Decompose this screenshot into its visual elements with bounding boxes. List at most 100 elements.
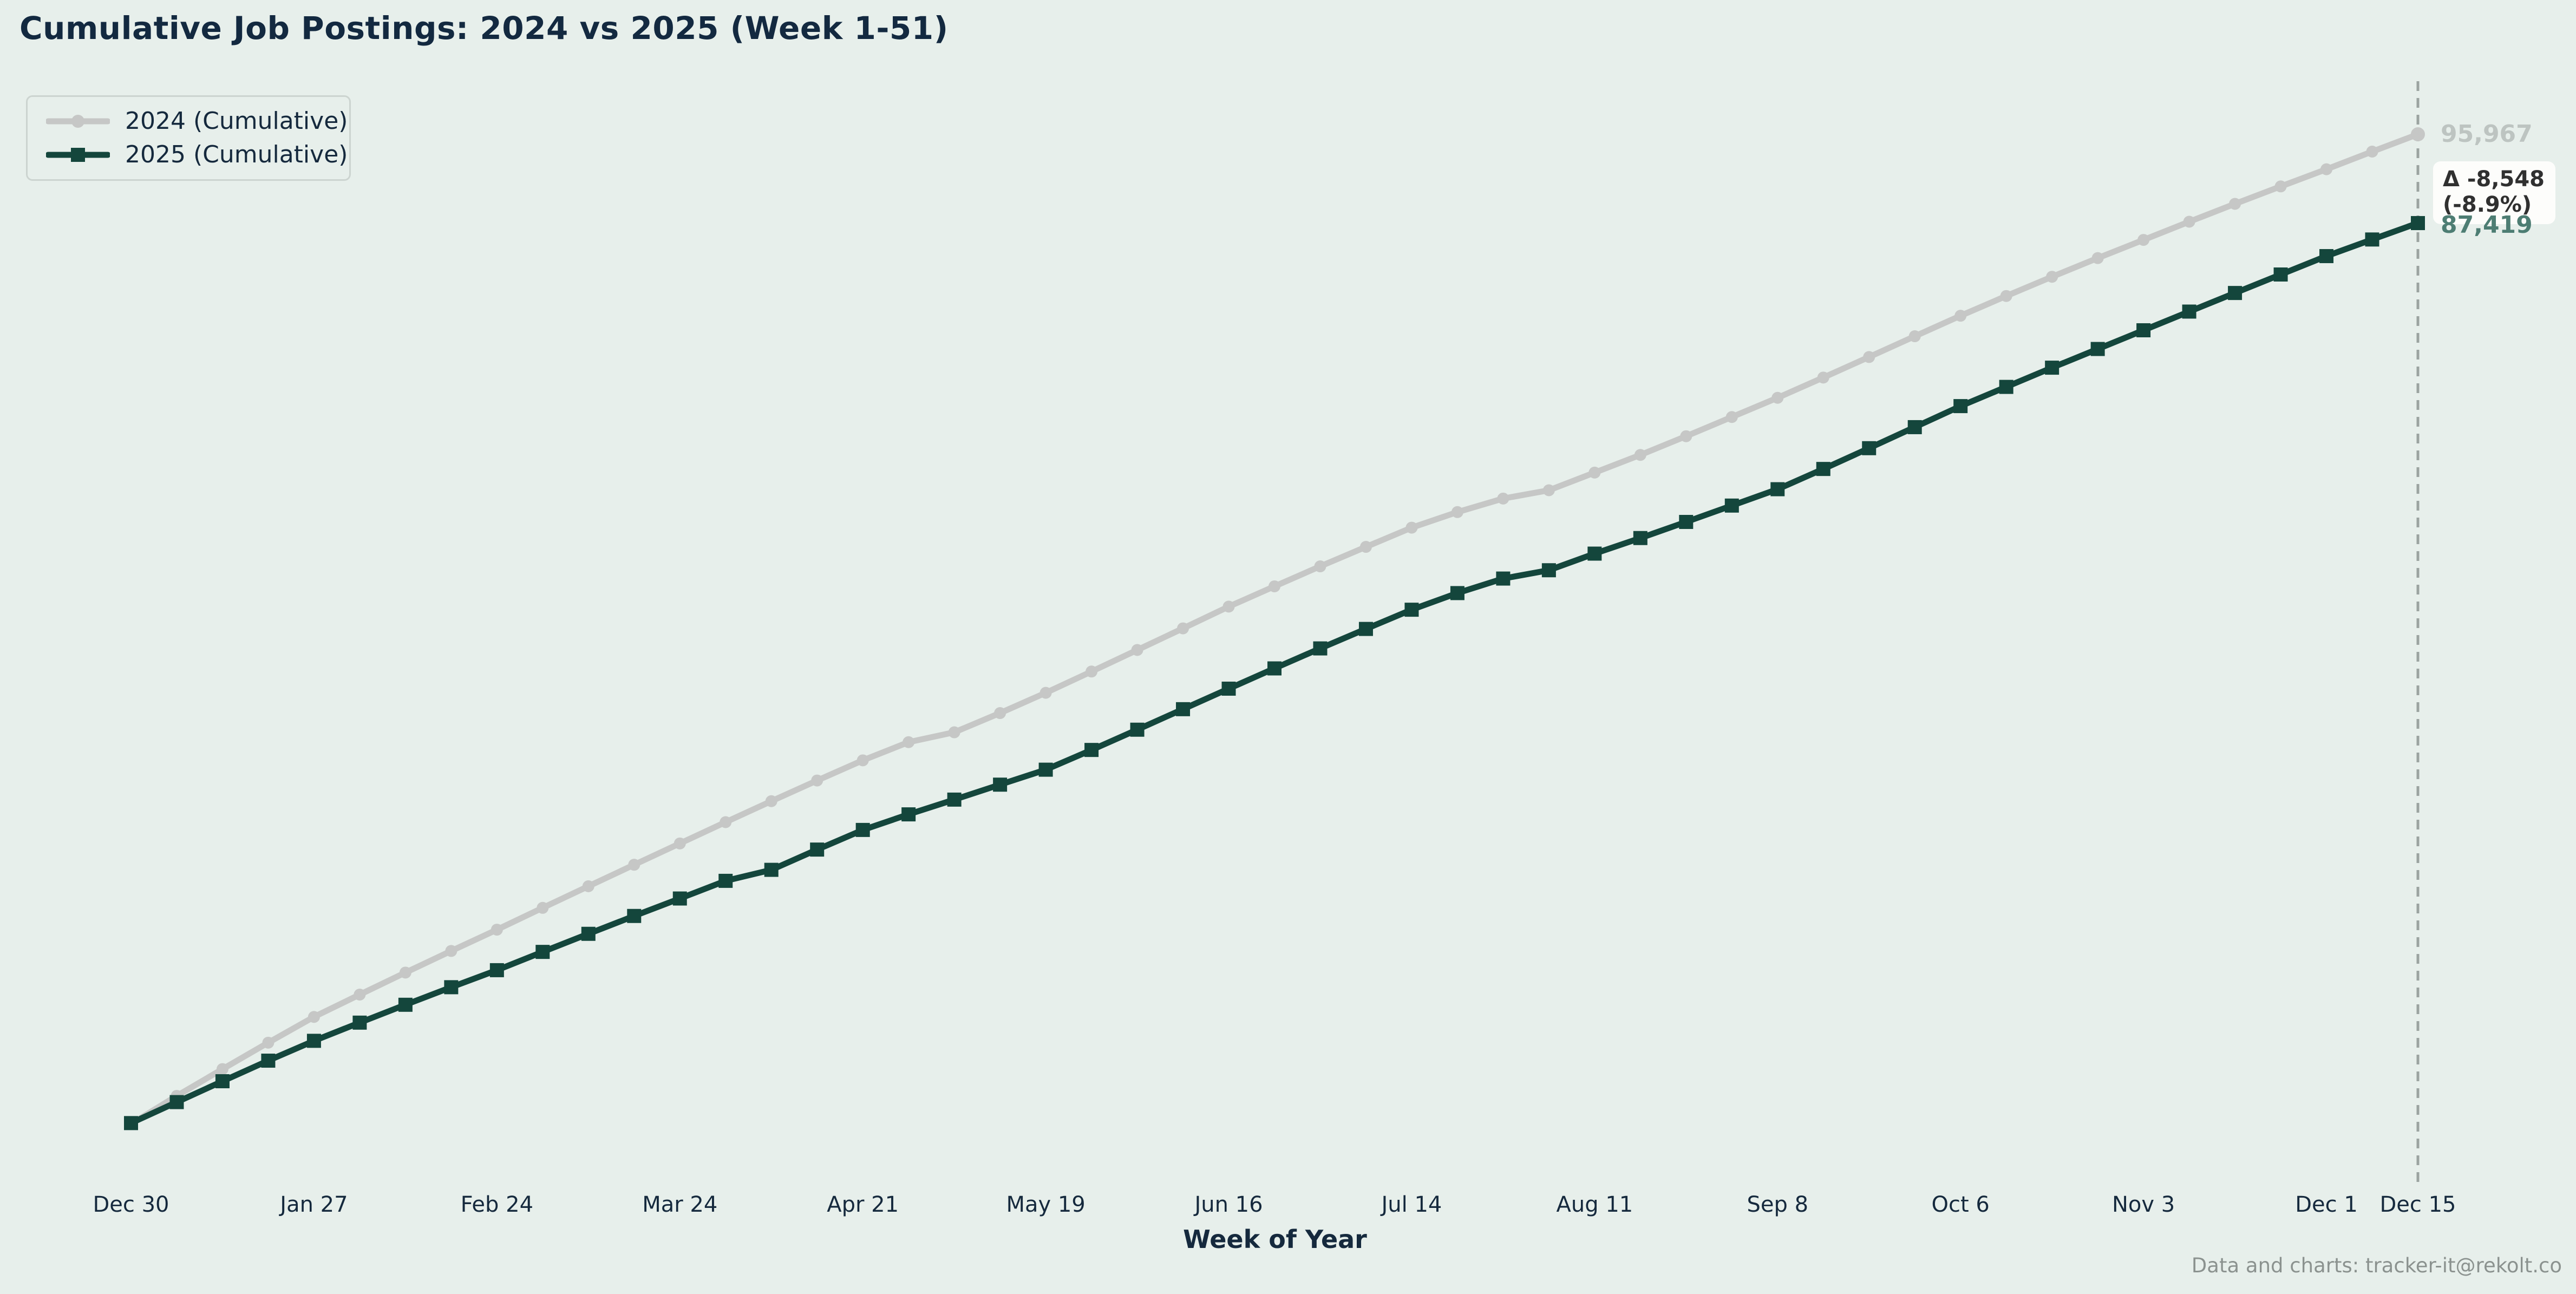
data-point-marker [948, 726, 960, 739]
x-tick-label: Feb 24 [460, 1192, 534, 1217]
series-line-2024 [128, 131, 2421, 1127]
data-point-marker [2319, 249, 2334, 264]
x-tick-label: Sep 8 [1747, 1192, 1809, 1217]
data-point-marker [169, 1095, 184, 1109]
data-point-marker [444, 980, 459, 995]
data-point-marker [2366, 146, 2378, 158]
data-point-marker [2000, 290, 2012, 302]
x-tick-label: Apr 21 [827, 1192, 899, 1217]
x-tick-label: Jan 27 [280, 1192, 348, 1217]
data-point-marker [2091, 252, 2104, 264]
end-value-label-2025: 87,419 [2441, 211, 2533, 239]
data-point-marker [582, 880, 594, 892]
data-point-marker [308, 1011, 320, 1023]
data-point-marker [1862, 441, 1877, 455]
data-point-marker [903, 736, 915, 748]
data-point-marker [1908, 330, 1921, 343]
data-point-marker [1086, 665, 1098, 678]
data-point-marker [2045, 361, 2060, 375]
data-point-marker [535, 945, 550, 959]
data-point-marker [1541, 563, 1556, 578]
legend-label-2024: 2024 (Cumulative) [125, 107, 348, 135]
data-point-marker [672, 891, 687, 906]
data-point-marker [1359, 541, 1372, 553]
data-point-marker [947, 792, 962, 807]
data-point-marker [627, 909, 642, 923]
data-point-marker [1176, 702, 1191, 716]
data-point-marker [1588, 466, 1601, 479]
data-point-marker [1633, 531, 1647, 545]
data-point-marker [994, 707, 1006, 720]
data-point-marker [1450, 586, 1464, 600]
data-point-marker [1725, 411, 1738, 423]
legend-line-sample-2025 [46, 148, 110, 162]
data-point-marker [1953, 399, 1968, 414]
data-point-marker [720, 816, 732, 828]
data-point-marker [352, 1015, 367, 1030]
data-point-marker [1451, 506, 1463, 518]
data-point-marker [306, 1034, 321, 1048]
data-point-marker [855, 822, 870, 837]
data-point-marker [1497, 492, 1509, 505]
x-tick-label: Mar 24 [642, 1192, 718, 1217]
data-point-marker [489, 963, 504, 977]
end-value-label-2024: 95,967 [2441, 120, 2533, 148]
data-point-marker [1863, 351, 1875, 363]
data-point-marker [216, 1063, 228, 1075]
data-point-marker [1314, 560, 1326, 573]
data-point-marker [1496, 571, 1511, 586]
data-point-marker [1313, 641, 1328, 656]
delta-absolute: Δ -8,548 [2443, 167, 2545, 192]
x-tick-label: Dec 30 [93, 1192, 169, 1217]
legend-box: 2024 (Cumulative) 2025 (Cumulative) [26, 95, 351, 181]
data-point-marker [1587, 546, 1602, 561]
data-point-marker [261, 1054, 276, 1068]
data-point-marker [2090, 342, 2105, 356]
x-axis-title: Week of Year [1183, 1225, 1367, 1254]
data-point-marker [2182, 304, 2196, 319]
data-point-marker [1267, 661, 1282, 676]
delta-annotation-box: Δ -8,548 (-8.9%) [2433, 161, 2556, 225]
data-point-marker [764, 862, 779, 877]
data-point-marker [1358, 622, 1373, 636]
x-tick-label: Aug 11 [1556, 1192, 1633, 1217]
data-point-marker [2411, 127, 2425, 142]
data-point-marker [1999, 380, 2013, 394]
x-tick-label: May 19 [1006, 1192, 1086, 1217]
data-point-marker [581, 926, 596, 941]
data-point-marker [674, 837, 686, 849]
data-point-marker [354, 988, 366, 1001]
data-point-marker [857, 754, 869, 767]
data-point-marker [2411, 216, 2425, 231]
data-point-marker [1817, 371, 1829, 384]
data-point-marker [718, 873, 733, 888]
attribution-footer: Data and charts: tracker-it@rekolt.co [2191, 1254, 2562, 1277]
data-point-marker [1771, 391, 1784, 404]
x-tick-label: Jul 14 [1381, 1192, 1442, 1217]
data-point-marker [628, 859, 640, 871]
data-point-marker [215, 1074, 230, 1089]
data-point-marker [2137, 234, 2150, 246]
data-point-marker [765, 795, 777, 807]
data-point-marker [2320, 163, 2333, 175]
data-point-marker [1770, 482, 1785, 496]
data-point-marker [1954, 310, 1967, 322]
data-point-marker [2273, 267, 2288, 282]
data-point-marker [1221, 681, 1236, 696]
data-point-marker [398, 997, 413, 1012]
data-point-marker [262, 1036, 274, 1049]
data-point-marker [1907, 420, 1922, 434]
legend-label-2025: 2025 (Cumulative) [125, 141, 348, 168]
data-point-marker [1679, 515, 1694, 530]
data-point-marker [993, 777, 1008, 792]
data-point-marker [901, 807, 916, 822]
data-point-marker [811, 774, 823, 787]
x-tick-label: Jun 16 [1194, 1192, 1263, 1217]
data-point-marker [1680, 430, 1692, 442]
data-point-marker [1038, 762, 1053, 777]
data-point-marker [491, 924, 503, 936]
data-point-marker [399, 966, 411, 979]
data-point-marker [2365, 232, 2379, 247]
data-point-marker [2136, 323, 2151, 338]
